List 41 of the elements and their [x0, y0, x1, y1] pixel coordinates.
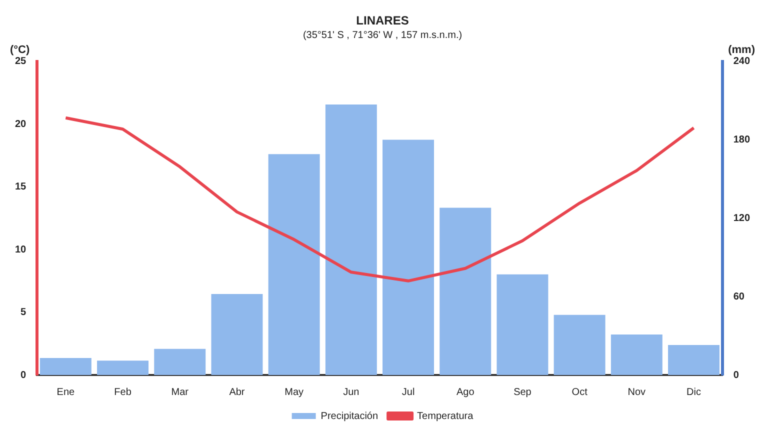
bar	[668, 344, 720, 375]
x-tick-label: Sep	[514, 386, 532, 398]
y-tick-label: 10	[15, 244, 27, 256]
bar	[610, 334, 662, 375]
bar	[325, 104, 377, 375]
x-tick-label: Mar	[171, 386, 190, 398]
y2-tick-label: 120	[733, 212, 750, 224]
x-tick-label: Abr	[229, 386, 246, 398]
y2-axis-title: (mm)	[728, 44, 756, 56]
bar	[554, 314, 606, 375]
bar	[268, 154, 320, 375]
y-tick-label: 5	[20, 307, 27, 318]
x-tick-label: Dic	[686, 386, 701, 398]
y-tick-label: 15	[15, 182, 27, 193]
y2-tick-label: 60	[733, 291, 745, 302]
legend-label: Temperatura	[417, 410, 474, 422]
x-tick-label: Ago	[456, 386, 475, 398]
x-tick-label: Ene	[56, 386, 76, 398]
y2-tick-label: 0	[733, 370, 740, 381]
bar	[154, 348, 206, 375]
x-tick-label: Feb	[114, 386, 132, 398]
bar	[382, 140, 434, 375]
bar	[440, 208, 492, 375]
y-tick-label: 20	[15, 118, 27, 130]
y-axis-title: (°C)	[10, 44, 30, 56]
y2-tick-label: 180	[733, 134, 750, 146]
bar	[40, 358, 92, 375]
x-tick-label: Oct	[572, 386, 588, 398]
bar	[97, 360, 149, 375]
x-tick-label: Nov	[628, 386, 646, 398]
bar	[496, 274, 548, 375]
x-tick-label: Jun	[343, 386, 360, 398]
chart-subtitle: (35°51' S , 71°36' W , 157 m.s.n.m.)	[302, 30, 462, 42]
y-tick-label: 0	[20, 370, 27, 381]
bar	[211, 294, 263, 375]
x-tick-label: Jul	[402, 386, 415, 398]
chart-title: LINARES	[356, 14, 409, 28]
legend-label: Precipitación	[320, 410, 378, 422]
y2-tick-label: 240	[733, 56, 750, 68]
x-tick-label: May	[284, 386, 304, 398]
y-tick-label: 25	[15, 56, 27, 68]
